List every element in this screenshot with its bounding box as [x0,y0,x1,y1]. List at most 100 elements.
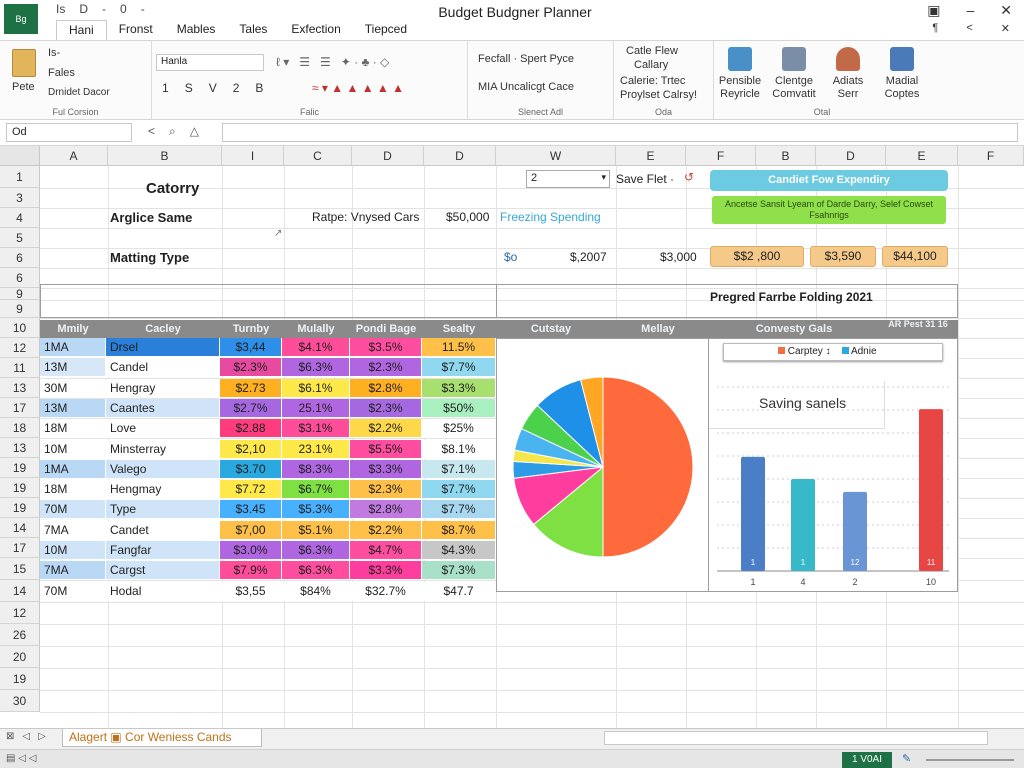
row-header[interactable]: 17 [0,538,40,558]
pie-slice[interactable] [532,465,604,558]
column-header-e[interactable]: E [886,146,958,166]
table-cell-value[interactable]: $47.7 [422,581,496,601]
table-cell-value[interactable]: $7.7% [422,358,496,378]
table-cell-value[interactable]: $6.1% [282,378,350,398]
table-row-month[interactable]: 13M [40,398,106,418]
table-cell-value[interactable]: $50% [422,398,496,418]
row-header[interactable]: 12 [0,602,40,624]
column-header-d[interactable]: D [424,146,496,166]
format-painter-button[interactable]: Drnidet Dacor [48,87,110,98]
bar-chart[interactable]: Carptey ↕ Adnie Saving sanels 1 1 1 4 12 2 11 1… [708,338,958,592]
column-header-b[interactable]: B [756,146,816,166]
table-row-month[interactable]: 18M [40,480,106,500]
table-row-month[interactable]: 13M [40,358,106,378]
row-header[interactable]: 11 [0,358,40,378]
row-header[interactable]: 13 [0,378,40,398]
column-header-e[interactable]: E [616,146,686,166]
size-button[interactable]: 2 [232,81,240,95]
table-cell-value[interactable]: $3,55 [220,581,282,601]
table-cell-value[interactable]: $4.7% [350,541,422,560]
column-header[interactable]: Mmily [57,323,89,335]
column-header[interactable]: Mulally [297,323,335,335]
column-header-a[interactable]: A [40,146,108,166]
row-header[interactable]: 14 [0,580,40,602]
table-row-month[interactable]: 18M [40,419,106,439]
table-cell-value[interactable]: $3.0% [220,541,282,560]
table-cell-value[interactable]: $7.7% [422,500,496,520]
row-header[interactable]: 6 [0,268,40,288]
table-cell-value[interactable]: $32.7% [350,581,422,601]
paste-icon[interactable] [12,49,36,77]
cells-line-2[interactable]: Callary [634,59,669,71]
cut-button[interactable]: Is- [48,47,61,59]
name-box[interactable]: Od [6,123,132,142]
freezing-link[interactable]: Freezing Spending [500,210,601,224]
table-row-category[interactable]: Hodal [106,581,220,601]
qat-item[interactable]: - [140,2,145,16]
sheet-next-icon[interactable]: ▷ [38,731,46,742]
spin-input[interactable]: 2 ▾ [526,170,610,188]
row-header[interactable]: 19 [0,478,40,498]
table-cell-value[interactable]: $3.70 [220,459,282,479]
restore-button[interactable]: ▣ [927,2,941,18]
chevron-down-icon[interactable]: ▾ [601,172,606,182]
row-header[interactable]: 14 [0,518,40,538]
table-cell-value[interactable]: $2.2% [350,419,422,439]
tab-mables[interactable]: Mables [176,22,216,36]
table-cell-value[interactable]: $6.3% [282,561,350,581]
table-cell-value[interactable]: $2.7% [220,398,282,418]
bar[interactable] [741,456,765,571]
table-cell-value[interactable]: $6.3% [282,358,350,378]
tab-tales[interactable]: Tales [239,22,268,36]
bar[interactable] [791,479,815,571]
pie-slice[interactable] [602,376,694,558]
row-header[interactable]: 4 [0,208,40,228]
table-cell-value[interactable]: $25% [422,419,496,439]
clentge-button[interactable]: Clentge Comvatit [768,47,820,101]
table-cell-value[interactable]: $5.3% [282,500,350,520]
cells-line-1[interactable]: Catle Flew [626,45,678,57]
save-flet-label[interactable]: Save Flet · [616,172,675,186]
table-row-month[interactable]: 1MA [40,338,106,357]
qat-item[interactable]: 0 [120,2,127,16]
table-cell-value[interactable]: $2.8% [350,378,422,398]
formula-input[interactable] [222,123,1018,142]
table-cell-value[interactable]: $5.5% [350,439,422,459]
table-row-category[interactable]: Caantes [106,398,220,418]
row-header[interactable]: 9 [0,288,40,300]
bar[interactable] [919,409,943,571]
row-header[interactable]: 19 [0,458,40,478]
paste-label[interactable]: Pete [12,81,35,93]
table-cell-value[interactable]: $6.3% [282,541,350,560]
table-row-category[interactable]: Drsel [106,338,220,357]
column-header-d[interactable]: D [816,146,886,166]
table-cell-value[interactable]: $7.7% [422,480,496,500]
select-all-corner[interactable] [0,146,40,166]
font-name-select[interactable]: Hanla [156,54,264,71]
table-row-category[interactable]: Cargst [106,561,220,581]
table-cell-value[interactable]: $2,10 [220,439,282,459]
sheet-nav-icon[interactable]: ⊠ [6,731,15,742]
column-header[interactable]: AR Pest 31 16 [888,319,948,329]
madial-button[interactable]: Madial Coptes [876,47,928,101]
amount-tag[interactable]: $3,590 [810,246,876,267]
tab-exfection[interactable]: Exfection [291,22,341,36]
ribbon-option-icon[interactable]: ¶ [932,22,939,34]
row-header[interactable]: 15 [0,558,40,580]
font-size-button[interactable]: 1 [162,81,169,95]
qat-item[interactable]: D [79,2,89,16]
copy-button[interactable]: Fales [48,67,75,79]
row-header[interactable]: 13 [0,438,40,458]
table-cell-value[interactable]: $4.3% [422,541,496,560]
bar[interactable] [843,491,867,571]
row-header[interactable]: 5 [0,228,40,248]
table-cell-value[interactable]: $3.3% [350,459,422,479]
column-header-c[interactable]: C [284,146,352,166]
table-row-month[interactable]: 30M [40,378,106,398]
table-cell-value[interactable]: $2.3% [350,358,422,378]
column-header[interactable]: Convesty Gals [755,323,833,335]
amount-tag[interactable]: $$2 ,800 [710,246,804,267]
table-cell-value[interactable]: $3.1% [282,419,350,439]
table-cell-value[interactable]: $5.1% [282,520,350,540]
table-row-category[interactable]: Type [106,500,220,520]
